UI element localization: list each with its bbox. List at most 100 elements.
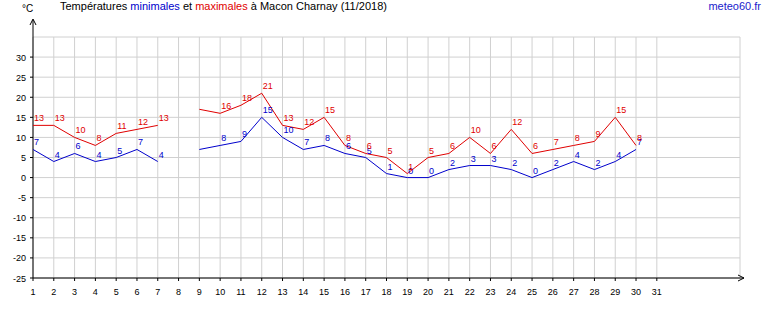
tick bbox=[136, 278, 137, 281]
tick bbox=[30, 97, 33, 98]
grid-line bbox=[74, 37, 75, 278]
data-label: 2 bbox=[554, 158, 559, 168]
data-label: 13 bbox=[159, 113, 169, 123]
tick bbox=[30, 117, 33, 118]
source: meteo60.fr bbox=[708, 0, 761, 12]
data-label: 0 bbox=[429, 166, 434, 176]
data-label: 10 bbox=[76, 125, 86, 135]
grid-line bbox=[136, 37, 137, 278]
tick-label: 14 bbox=[298, 287, 308, 297]
tick bbox=[615, 278, 616, 281]
title-part: et bbox=[180, 0, 195, 12]
tick-label: 30 bbox=[16, 53, 26, 63]
data-label: 2 bbox=[450, 158, 455, 168]
tick bbox=[30, 237, 33, 238]
tick bbox=[428, 278, 429, 281]
plot-area bbox=[33, 93, 636, 177]
grid-line bbox=[240, 37, 241, 278]
tick-label: 29 bbox=[610, 287, 620, 297]
tick bbox=[33, 278, 34, 281]
data-label: 13 bbox=[284, 113, 294, 123]
tick-label: 25 bbox=[527, 287, 537, 297]
tick-label: 19 bbox=[402, 287, 412, 297]
tick bbox=[240, 278, 241, 281]
grid-line bbox=[220, 37, 221, 278]
tick-label: 10 bbox=[215, 287, 225, 297]
tick bbox=[116, 278, 117, 281]
tick-label: -5 bbox=[18, 193, 26, 203]
tick-label: 5 bbox=[114, 287, 119, 297]
data-label: 21 bbox=[263, 81, 273, 91]
data-label: 6 bbox=[76, 141, 81, 151]
tick-label: 10 bbox=[16, 133, 26, 143]
tick-label: 27 bbox=[569, 287, 579, 297]
chart: -25-20-15-10-505101520253012345678910111… bbox=[0, 0, 765, 320]
data-label: 8 bbox=[346, 133, 351, 143]
data-label: 9 bbox=[595, 129, 600, 139]
tick bbox=[552, 278, 553, 281]
tick bbox=[365, 278, 366, 281]
data-label: 4 bbox=[55, 150, 60, 160]
axis-label: °C bbox=[22, 3, 33, 14]
tick-label: 31 bbox=[652, 287, 662, 297]
grid-line bbox=[199, 37, 200, 278]
data-label: 2 bbox=[512, 158, 517, 168]
tick bbox=[407, 278, 408, 281]
tick-label: 22 bbox=[465, 287, 475, 297]
data-label: 18 bbox=[242, 93, 252, 103]
grid-line bbox=[261, 37, 262, 278]
series-line bbox=[33, 93, 636, 173]
data-label: 9 bbox=[242, 129, 247, 139]
tick-label: 6 bbox=[134, 287, 139, 297]
y-axis bbox=[33, 20, 34, 278]
title-part: Températures bbox=[60, 0, 130, 12]
data-label: 8 bbox=[575, 133, 580, 143]
data-label: 10 bbox=[471, 125, 481, 135]
data-label: 12 bbox=[304, 117, 314, 127]
data-labels: 7464574891510786510023320242471313108111… bbox=[34, 81, 642, 175]
tick-label: 1 bbox=[30, 287, 35, 297]
tick bbox=[95, 278, 96, 281]
data-label: 11 bbox=[117, 121, 126, 131]
tick bbox=[261, 278, 262, 281]
data-label: 4 bbox=[616, 150, 621, 160]
tick bbox=[220, 278, 221, 281]
tick-label: 30 bbox=[631, 287, 641, 297]
data-label: 10 bbox=[284, 125, 294, 135]
tick bbox=[30, 257, 33, 258]
tick bbox=[573, 278, 574, 281]
grid-line bbox=[656, 37, 657, 278]
series-line bbox=[33, 117, 636, 177]
grid-line bbox=[407, 37, 408, 278]
data-label: 1 bbox=[388, 162, 393, 172]
tick-label: 16 bbox=[340, 287, 350, 297]
tick bbox=[490, 278, 491, 281]
tick bbox=[30, 217, 33, 218]
grid-line bbox=[324, 37, 325, 278]
tick-label: 17 bbox=[361, 287, 371, 297]
data-label: 13 bbox=[55, 113, 65, 123]
data-label: 8 bbox=[637, 133, 642, 143]
tick-label: 12 bbox=[257, 287, 267, 297]
data-label: 7 bbox=[34, 137, 39, 147]
grid-line bbox=[636, 37, 637, 278]
tick bbox=[344, 278, 345, 281]
data-label: 3 bbox=[491, 154, 496, 164]
data-label: 6 bbox=[367, 141, 372, 151]
tick-label: -20 bbox=[13, 253, 26, 263]
tick-label: 20 bbox=[423, 287, 433, 297]
tick bbox=[303, 278, 304, 281]
data-label: 15 bbox=[263, 105, 273, 115]
grid-line bbox=[178, 37, 179, 278]
data-label: 7 bbox=[554, 137, 559, 147]
tick-label: 3 bbox=[72, 287, 77, 297]
data-label: 12 bbox=[512, 117, 522, 127]
frame bbox=[33, 37, 740, 38]
grid-line bbox=[303, 37, 304, 278]
tick-label: 20 bbox=[16, 93, 26, 103]
tick-label: -15 bbox=[13, 233, 26, 243]
data-label: 2 bbox=[595, 158, 600, 168]
tick-label: -10 bbox=[13, 213, 26, 223]
tick bbox=[511, 278, 512, 281]
data-label: 6 bbox=[450, 141, 455, 151]
